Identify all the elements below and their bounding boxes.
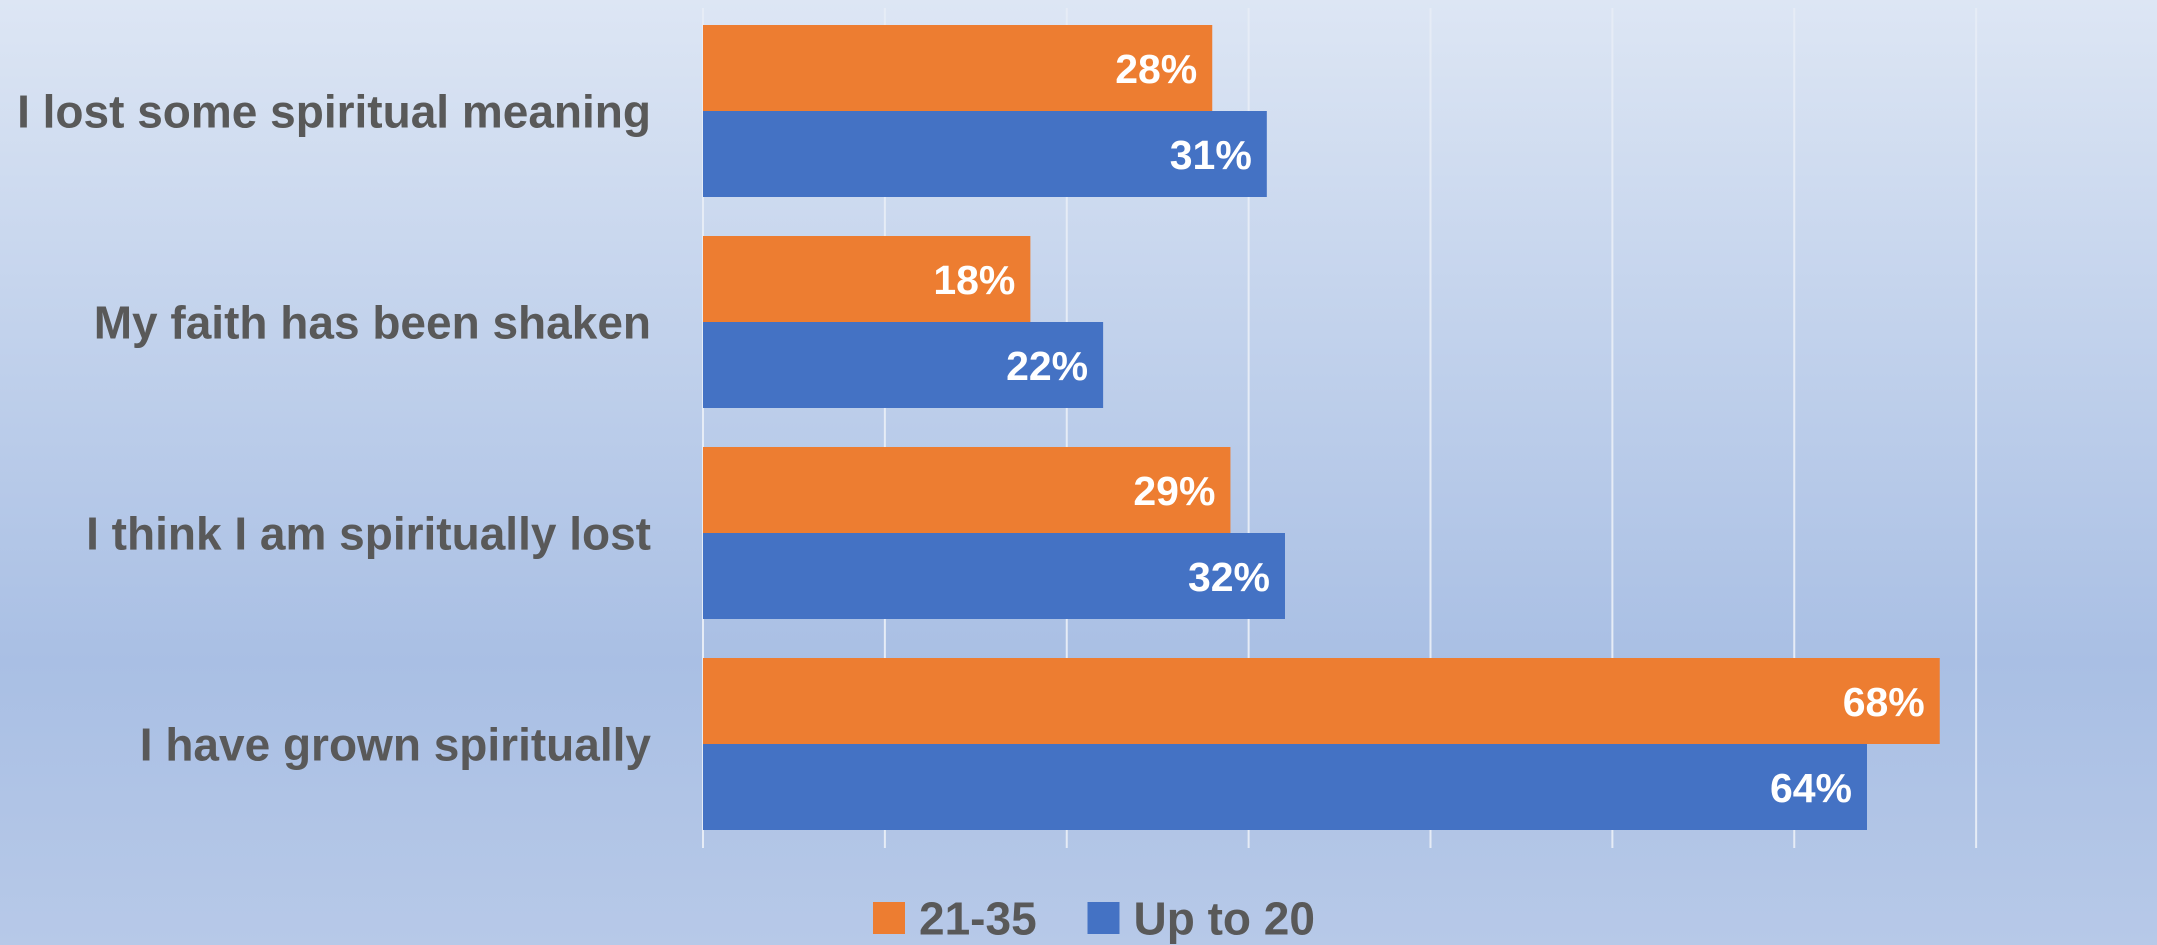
data-label: 18% (933, 257, 1015, 303)
data-label: 22% (1006, 343, 1088, 389)
data-label: 29% (1133, 468, 1215, 514)
bar (703, 111, 1267, 197)
category-label: I lost some spiritual meaning (17, 86, 651, 138)
data-label: 28% (1115, 46, 1197, 92)
legend-label: 21-35 (919, 893, 1037, 945)
data-label: 64% (1770, 765, 1852, 811)
legend-swatch (1087, 902, 1120, 934)
category-label: I have grown spiritually (140, 719, 652, 771)
data-label: 68% (1843, 679, 1925, 725)
bar (703, 322, 1104, 408)
data-label: 32% (1188, 554, 1270, 600)
category-label: I think I am spiritually lost (86, 508, 651, 560)
bar (703, 744, 1867, 830)
bar (703, 658, 1940, 744)
data-label: 31% (1170, 132, 1252, 178)
bar (703, 236, 1031, 322)
bar (703, 533, 1285, 619)
bar (703, 25, 1213, 111)
category-label: My faith has been shaken (94, 297, 651, 349)
legend-swatch (873, 902, 905, 934)
legend-label: Up to 20 (1134, 893, 1315, 945)
bar (703, 447, 1231, 533)
